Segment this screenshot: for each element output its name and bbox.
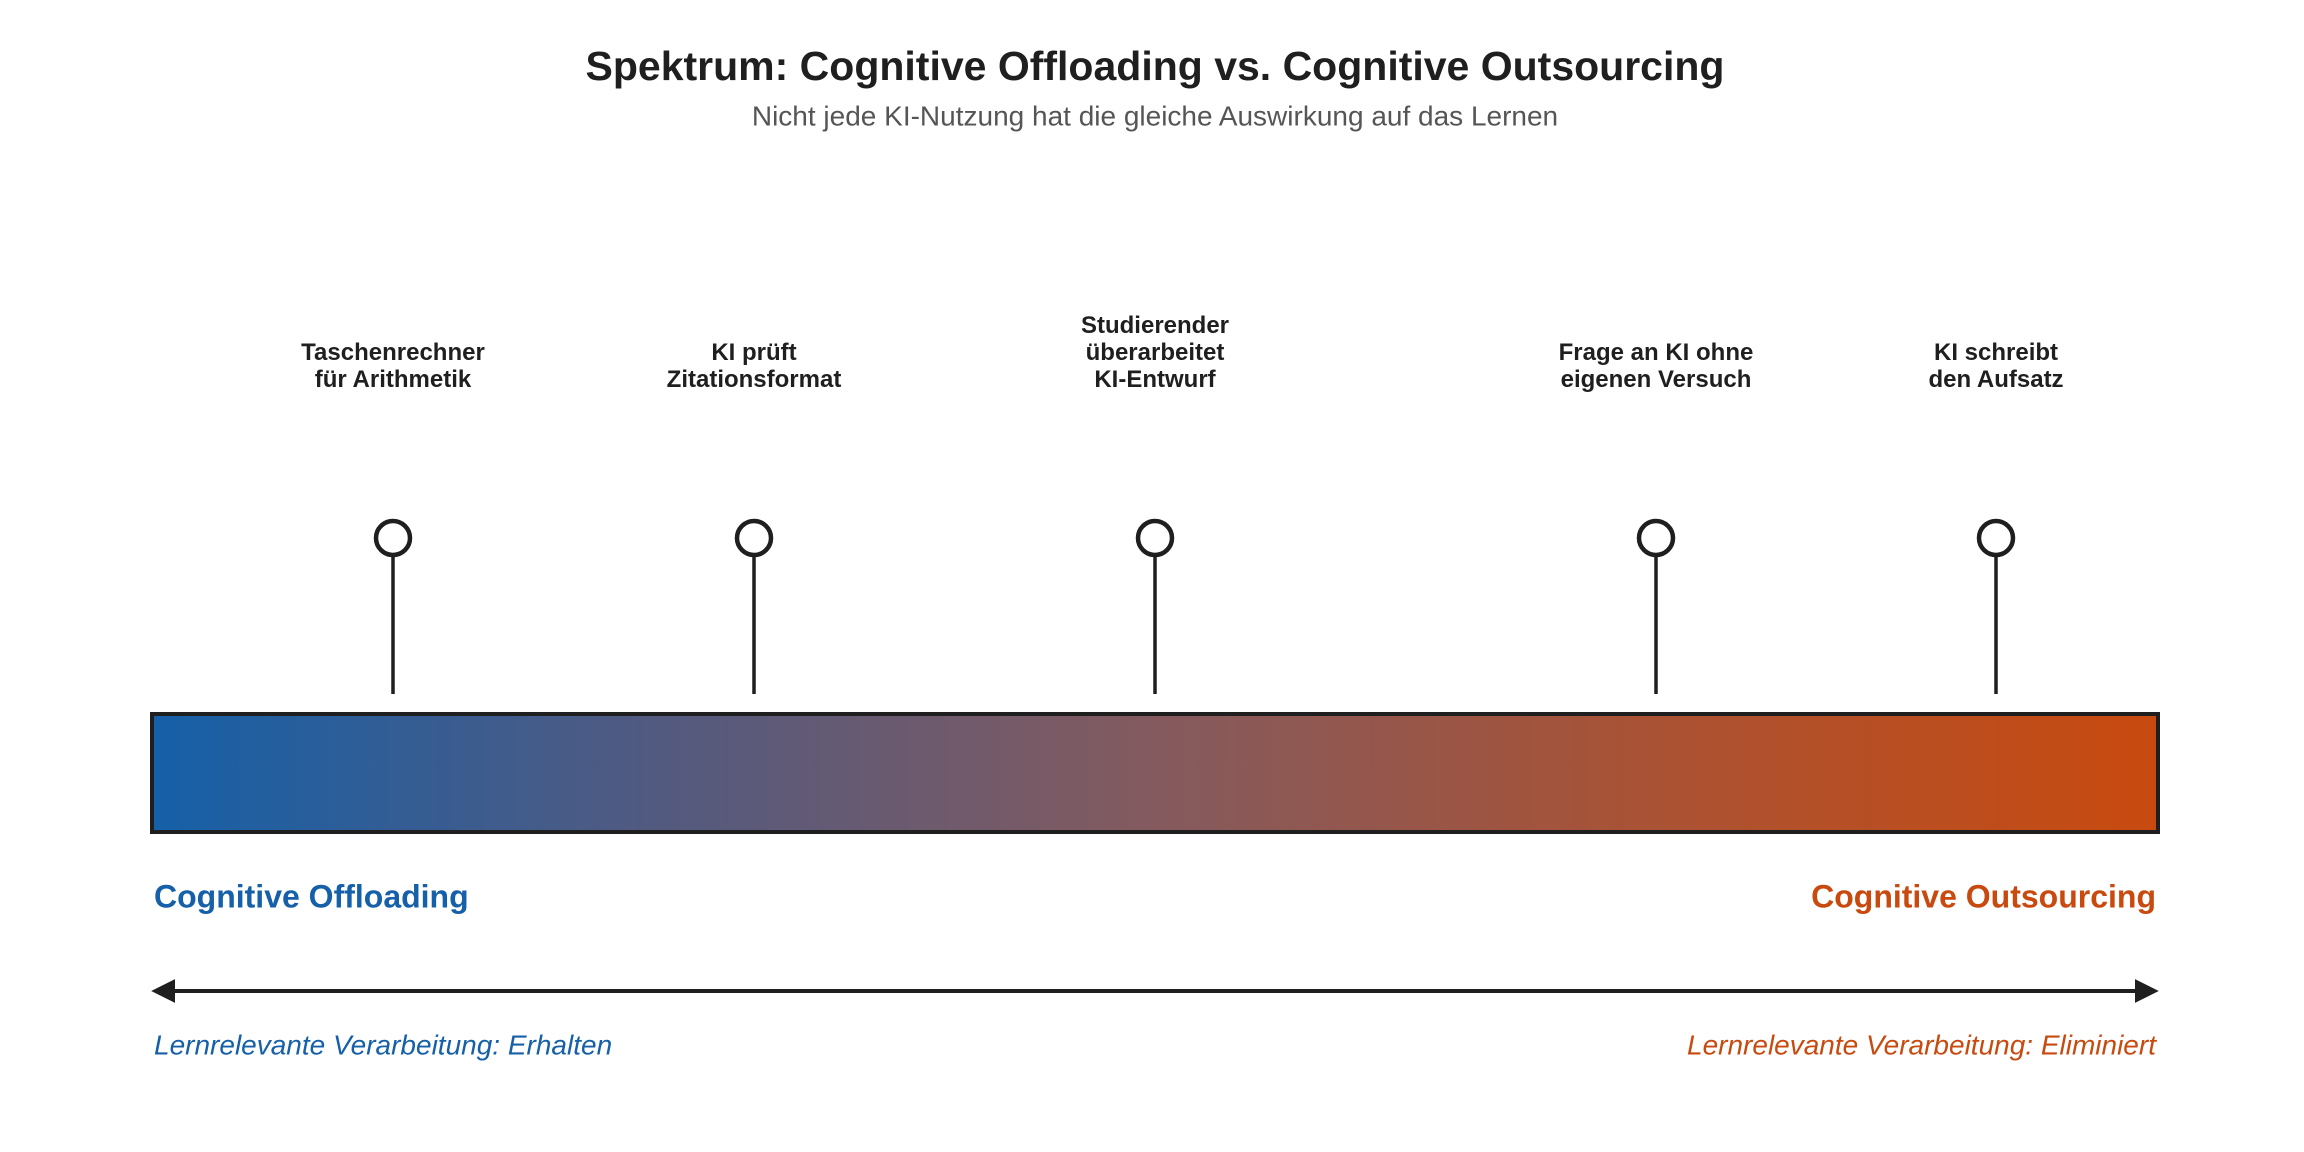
left-end-title: Cognitive Offloading	[154, 878, 469, 914]
marker-label: Frage an KI ohne eigenen Versuch	[1559, 339, 1754, 393]
marker-dot	[1636, 518, 1676, 558]
marker-dot	[1976, 518, 2016, 558]
marker-label-line: für Arithmetik	[315, 366, 472, 393]
subtitle: Nicht jede KI-Nutzung hat die gleiche Au…	[752, 100, 1558, 131]
right-end-title: Cognitive Outsourcing	[1811, 878, 2156, 914]
marker-label: Studierender überarbeitet KI-Entwurf	[1081, 312, 1229, 393]
marker-label-line: überarbeitet	[1086, 339, 1225, 366]
marker-label-line: Frage an KI ohne	[1559, 339, 1754, 366]
marker-label-line: KI-Entwurf	[1094, 366, 1216, 393]
marker-label-line: eigenen Versuch	[1561, 366, 1752, 393]
marker-label-line: Taschenrechner	[301, 339, 485, 366]
marker-label: Taschenrechner für Arithmetik	[301, 339, 485, 393]
marker-dot	[373, 518, 413, 558]
right-note: Lernrelevante Verarbeitung: Eliminiert	[1687, 1029, 2157, 1060]
marker-dot	[1135, 518, 1175, 558]
marker-label-line: KI prüft	[711, 339, 796, 366]
title: Spektrum: Cognitive Offloading vs. Cogni…	[586, 43, 1725, 89]
marker-label-line: Studierender	[1081, 312, 1229, 339]
marker-dot	[734, 518, 774, 558]
marker-label: KI schreibt den Aufsatz	[1928, 339, 2063, 393]
marker-label-line: KI schreibt	[1934, 339, 2058, 366]
marker-label: KI prüft Zitationsformat	[667, 339, 842, 393]
marker-label-line: Zitationsformat	[667, 366, 842, 393]
marker-label-line: den Aufsatz	[1928, 366, 2063, 393]
markers: Taschenrechner für Arithmetik KI prüft Zita…	[301, 312, 2064, 694]
spectrum-bar	[150, 712, 2160, 834]
left-note: Lernrelevante Verarbeitung: Erhalten	[154, 1029, 612, 1060]
